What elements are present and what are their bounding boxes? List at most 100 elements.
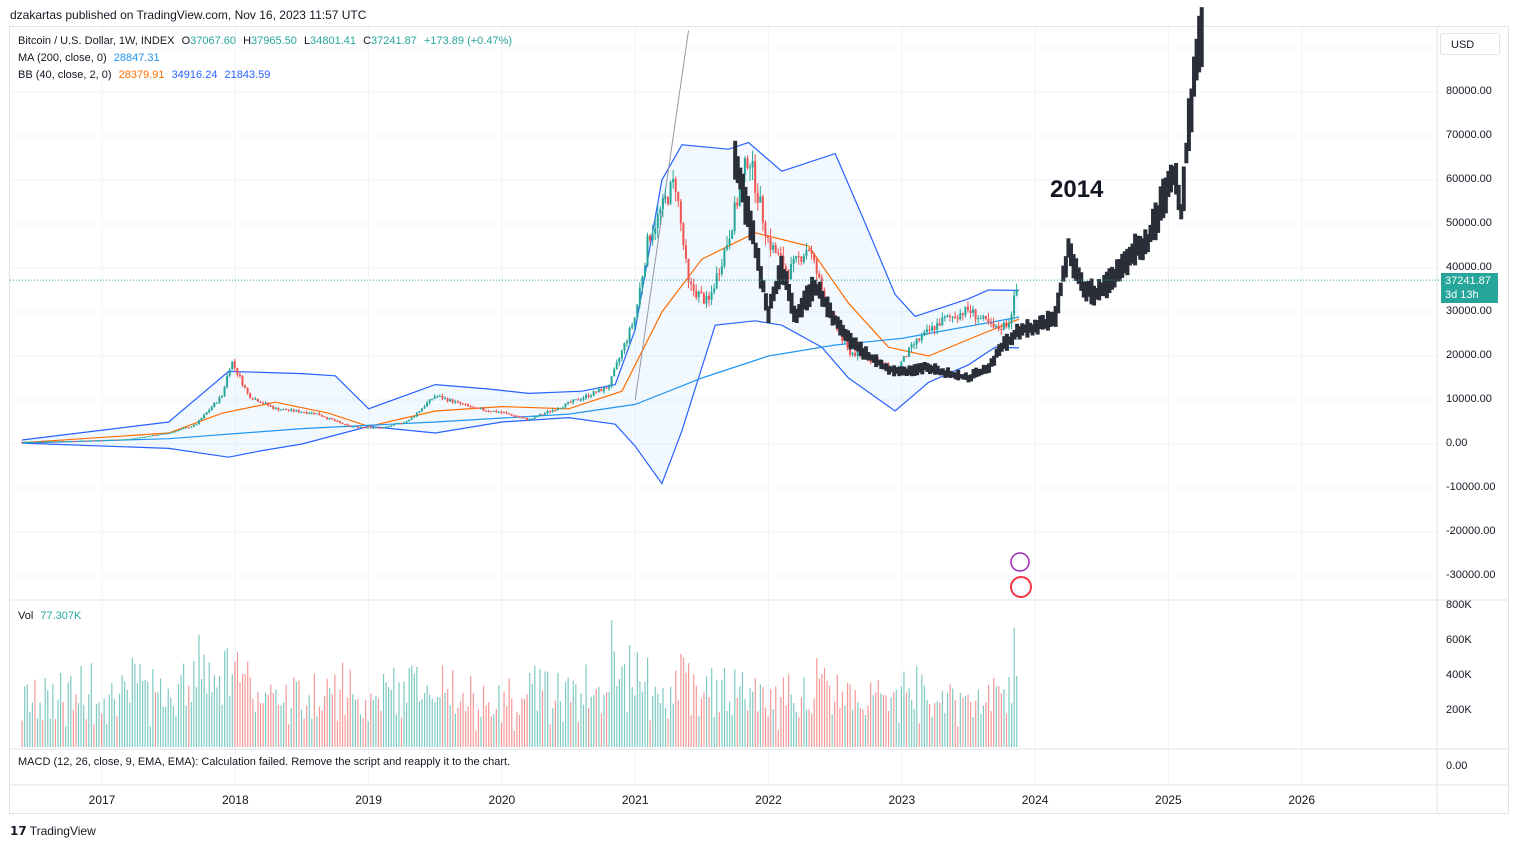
ma-legend: MA (200, close, 0) 28847.31: [18, 52, 164, 64]
volume-bar: [370, 693, 372, 747]
fractal-bar: [981, 364, 986, 374]
candle-body: [318, 413, 321, 416]
fractal-bar: [979, 368, 984, 376]
volume-bar: [177, 684, 180, 747]
candle-body: [966, 306, 969, 311]
fractal-bar: [817, 281, 822, 299]
fractal-bar: [1017, 326, 1022, 340]
fractal-bar: [787, 283, 792, 302]
volume-bar: [203, 654, 205, 747]
fractal-bar: [966, 375, 971, 383]
volume-bar: [611, 620, 613, 747]
candle-body: [479, 408, 482, 410]
fractal-bar: [751, 220, 756, 245]
volume-bar: [698, 715, 700, 747]
volume-bar: [362, 717, 364, 747]
candle-body: [587, 395, 590, 397]
volume-bar: [946, 692, 949, 747]
volume-bar: [775, 686, 777, 747]
volume-value: 77.307K: [40, 610, 82, 622]
candle-body: [274, 408, 277, 410]
candle-body: [659, 209, 662, 214]
volume-bar: [957, 726, 959, 747]
volume-bar: [195, 687, 198, 747]
fractal-bar: [1122, 251, 1127, 274]
candle-body: [190, 426, 193, 428]
volume-bar: [523, 699, 526, 747]
volume-bar: [152, 669, 154, 747]
fractal-bar: [886, 365, 891, 375]
volume-bar: [967, 694, 969, 747]
fractal-bar: [1061, 265, 1066, 282]
volume-bar: [29, 711, 31, 747]
candle-body: [997, 325, 1000, 330]
candle-body: [620, 350, 623, 359]
volume-bar: [247, 661, 249, 747]
volume-bar: [354, 699, 356, 747]
price-tick-label: 50000.00: [1446, 217, 1492, 229]
candle-body: [33, 441, 36, 443]
volume-bar: [347, 697, 349, 747]
volume-bar: [516, 712, 518, 747]
volume-bar: [693, 674, 695, 747]
candle-body: [510, 414, 513, 416]
fractal-bar: [1153, 202, 1158, 241]
candle-body: [118, 439, 121, 441]
candle-body: [692, 284, 695, 291]
fractal-bar: [771, 286, 776, 302]
volume-bar: [490, 716, 492, 747]
candle-body: [787, 269, 790, 280]
volume-bar: [124, 681, 126, 747]
volume-bar: [877, 680, 879, 747]
volume-bar: [567, 677, 569, 747]
fractal-bar: [874, 354, 879, 368]
volume-bar: [408, 667, 410, 747]
volume-bar: [941, 690, 944, 747]
candle-body: [943, 316, 946, 318]
volume-bar: [31, 702, 33, 747]
fractal-bar: [851, 337, 856, 349]
volume-bar: [641, 691, 644, 747]
candle-body: [372, 427, 375, 429]
fractal-bar: [825, 296, 830, 318]
volume-bar: [608, 691, 610, 747]
candle-body: [559, 408, 562, 410]
candle-body: [433, 396, 436, 399]
candle-body: [605, 387, 608, 389]
candle-body: [249, 393, 252, 399]
volume-bar: [659, 703, 662, 747]
candle-body: [205, 412, 208, 415]
candle-body: [379, 427, 382, 429]
volume-bar: [226, 648, 228, 747]
candle-body: [920, 335, 923, 341]
volume-bar: [477, 709, 480, 747]
candle-body: [582, 397, 585, 400]
candle-body: [725, 245, 728, 250]
volume-bar: [172, 706, 174, 747]
candle-body: [684, 245, 687, 259]
candle-body: [567, 402, 570, 404]
volume-bar: [54, 719, 57, 747]
volume-bar: [436, 696, 439, 747]
candle-body: [728, 238, 731, 246]
candle-body: [126, 439, 129, 441]
volume-bar: [526, 694, 528, 747]
volume-tick-label: 200K: [1446, 704, 1472, 716]
currency-button[interactable]: USD: [1440, 33, 1500, 55]
fractal-bar: [989, 358, 994, 367]
volume-bar: [726, 710, 728, 747]
volume-bar: [295, 681, 298, 747]
volume-bar: [365, 700, 367, 747]
fractal-bar: [922, 362, 927, 371]
volume-bar: [544, 671, 546, 747]
candle-body: [246, 387, 249, 394]
candle-body: [228, 369, 231, 376]
candle-body: [810, 250, 813, 254]
candle-body: [651, 233, 654, 241]
volume-bar: [580, 693, 582, 747]
candle-body: [338, 421, 341, 423]
candle-body: [220, 395, 223, 398]
volume-bar: [380, 710, 382, 747]
volume-bar: [344, 714, 346, 747]
